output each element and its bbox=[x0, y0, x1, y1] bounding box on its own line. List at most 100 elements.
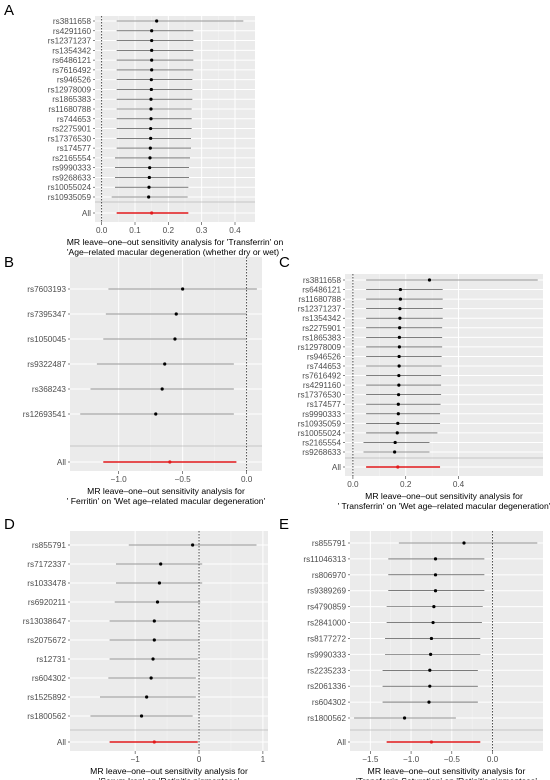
estimate-point bbox=[393, 450, 397, 454]
snp-label: rs11680788 bbox=[48, 105, 91, 114]
x-tick-label: −0.5 bbox=[175, 475, 192, 484]
snp-label: rs6920211 bbox=[28, 598, 67, 607]
x-axis-label: MR leave–one–out sensitivity analysis fo… bbox=[90, 766, 248, 776]
x-axis-label: ' Ferritin' on 'Wet age–related macular … bbox=[67, 496, 266, 506]
overall-label: All bbox=[57, 458, 66, 467]
panel-letter-e: E bbox=[279, 516, 290, 533]
snp-label: rs1354342 bbox=[302, 314, 341, 323]
snp-label: rs2061336 bbox=[307, 682, 346, 691]
overall-label: All bbox=[57, 738, 66, 747]
snp-label: rs174577 bbox=[57, 144, 92, 153]
estimate-point bbox=[155, 600, 160, 604]
snp-label: rs12371237 bbox=[298, 305, 342, 314]
panel-letter-d: D bbox=[4, 516, 15, 533]
x-axis-label: MR leave–one–out sensitivity analysis fo… bbox=[67, 237, 284, 247]
overall-estimate-point bbox=[168, 460, 172, 464]
snp-label: rs4790859 bbox=[307, 603, 346, 612]
snp-label: rs2165554 bbox=[52, 154, 91, 163]
x-tick-label: −1.0 bbox=[403, 755, 420, 764]
snp-label: rs7616492 bbox=[52, 66, 91, 75]
forest-plot-b: rs7603193 rs7395347 rs1050045 rs9322487 rs36… bbox=[23, 257, 266, 506]
snp-label: rs12693541 bbox=[23, 410, 67, 419]
estimate-point bbox=[148, 166, 152, 170]
snp-label: rs13038647 bbox=[23, 617, 67, 626]
estimate-point bbox=[149, 117, 153, 121]
snp-label: rs4291160 bbox=[303, 381, 342, 390]
x-axis-label: 'Age–related macular degeneration (wheth… bbox=[67, 247, 284, 257]
estimate-point bbox=[432, 605, 436, 609]
x-tick-label: −1.5 bbox=[362, 755, 379, 764]
x-tick-label: 0.3 bbox=[196, 226, 208, 235]
estimate-point bbox=[150, 48, 154, 52]
estimate-point bbox=[147, 185, 151, 189]
x-tick-label: 0.2 bbox=[163, 226, 175, 235]
snp-label: rs2235233 bbox=[307, 666, 346, 675]
snp-label: rs11046313 bbox=[303, 555, 346, 564]
snp-label: rs1050045 bbox=[27, 335, 66, 344]
snp-label: rs9268633 bbox=[52, 173, 91, 182]
snp-label: rs9268633 bbox=[302, 448, 341, 457]
x-tick-label: 0.4 bbox=[453, 480, 465, 489]
plot-background bbox=[70, 531, 268, 751]
x-tick-label: 0.2 bbox=[400, 480, 412, 489]
x-axis-label: 'Transferrin Saturation' on 'Retinitis p… bbox=[356, 776, 537, 780]
snp-label: rs1525892 bbox=[27, 693, 66, 702]
snp-label: rs744653 bbox=[307, 362, 342, 371]
estimate-point bbox=[152, 638, 156, 642]
snp-label: rs3811658 bbox=[303, 276, 342, 285]
estimate-point bbox=[151, 657, 155, 661]
overall-estimate-point bbox=[429, 740, 434, 744]
estimate-point bbox=[173, 337, 177, 341]
snp-label: rs7395347 bbox=[27, 310, 66, 319]
estimate-point bbox=[397, 383, 401, 387]
estimate-point bbox=[160, 387, 164, 391]
x-tick-label: 0.0 bbox=[241, 475, 253, 484]
forest-plot-c: rs3811658rs6486121rs11680788rs12371237rs… bbox=[298, 274, 550, 511]
snp-label: rs6486121 bbox=[52, 56, 91, 65]
estimate-point bbox=[396, 393, 401, 397]
estimate-point bbox=[139, 714, 144, 718]
panel-e: E rs855791 rs11046313 rs806970 rs9389269 rs4… bbox=[275, 514, 550, 780]
snp-label: rs855791 bbox=[32, 541, 67, 550]
estimate-point bbox=[397, 354, 401, 359]
snp-label: rs2275901 bbox=[302, 324, 341, 333]
snp-label: rs1033478 bbox=[27, 579, 66, 588]
plot-background bbox=[350, 531, 543, 751]
x-axis-label: ' Transferrin' on 'Wet age–related macul… bbox=[338, 501, 550, 511]
snp-label: rs10055024 bbox=[298, 429, 342, 438]
snp-label: rs9389269 bbox=[307, 587, 346, 596]
panel-letter-c: C bbox=[279, 254, 290, 271]
snp-label: rs10055024 bbox=[48, 183, 92, 192]
estimate-point bbox=[174, 312, 178, 316]
estimate-point bbox=[396, 412, 400, 416]
snp-label: rs2841000 bbox=[307, 619, 346, 628]
estimate-point bbox=[149, 78, 153, 82]
estimate-point bbox=[159, 562, 163, 566]
snp-label: rs7616492 bbox=[302, 372, 341, 381]
estimate-point bbox=[427, 278, 432, 282]
snp-label: rs9322487 bbox=[27, 360, 66, 369]
estimate-point bbox=[149, 136, 153, 140]
snp-label: rs806970 bbox=[312, 571, 347, 580]
estimate-point bbox=[428, 684, 432, 688]
snp-label: rs12978009 bbox=[298, 343, 342, 352]
snp-label: rs10935059 bbox=[48, 193, 92, 202]
snp-label: rs11680788 bbox=[298, 295, 341, 304]
x-axis-label: MR leave–one–out sensitivity analysis fo… bbox=[368, 766, 526, 776]
estimate-point bbox=[147, 175, 151, 180]
estimate-point bbox=[148, 146, 152, 150]
snp-label: rs8177272 bbox=[307, 634, 346, 643]
plot-background bbox=[345, 274, 543, 476]
snp-label: rs368243 bbox=[32, 385, 67, 394]
x-axis-label: MR leave–one–out sensitivity analysis fo… bbox=[365, 491, 523, 501]
snp-label: rs855791 bbox=[312, 539, 347, 548]
forest-plot-a: rs3811658rs4291160rs12371237rs1354342rs6… bbox=[48, 16, 284, 257]
x-tick-label: 0.0 bbox=[487, 755, 499, 764]
estimate-point bbox=[163, 362, 167, 366]
snp-label: rs9990333 bbox=[307, 650, 346, 659]
estimate-point bbox=[152, 619, 156, 623]
x-tick-label: 0.0 bbox=[96, 226, 108, 235]
snp-label: rs12371237 bbox=[48, 37, 92, 46]
snp-label: rs9990333 bbox=[302, 410, 341, 419]
estimate-point bbox=[149, 126, 153, 131]
